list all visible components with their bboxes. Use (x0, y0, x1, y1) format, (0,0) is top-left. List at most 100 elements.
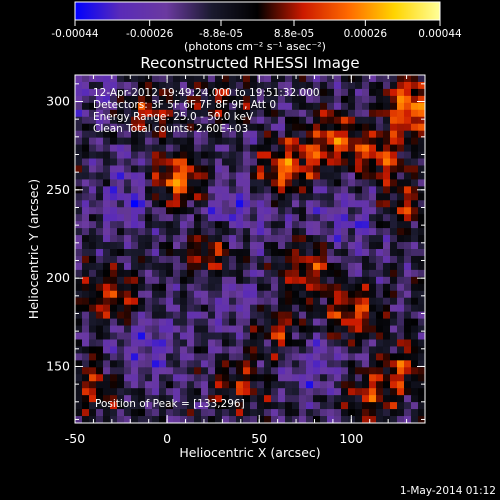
heatmap-cell (194, 228, 202, 236)
heatmap-cell (404, 283, 412, 292)
heatmap-cell (82, 381, 90, 389)
heatmap-cell (362, 255, 370, 264)
heatmap-cell (299, 109, 307, 118)
heatmap-cell (257, 102, 265, 111)
heatmap-cell (313, 346, 321, 354)
heatmap-cell (369, 402, 377, 410)
heatmap-cell (75, 402, 83, 410)
heatmap-cell (75, 339, 83, 348)
heatmap-cell (285, 123, 293, 132)
heatmap-cell (299, 214, 307, 222)
heatmap-cell (369, 353, 377, 361)
heatmap-cell (278, 332, 286, 341)
heatmap-cell (313, 276, 321, 285)
heatmap-cell (278, 88, 286, 97)
heatmap-cell (208, 200, 216, 208)
heatmap-cell (180, 81, 188, 90)
heatmap-cell (306, 88, 314, 97)
heatmap-cell (222, 221, 230, 229)
heatmap-cell (313, 416, 321, 423)
heatmap-cell (376, 395, 384, 403)
heatmap-cell (383, 144, 391, 153)
heatmap-cell (194, 249, 202, 257)
heatmap-cell (208, 402, 216, 410)
heatmap-cell (383, 116, 391, 125)
heatmap-cell (194, 374, 202, 382)
heatmap-cell (173, 242, 181, 250)
heatmap-cell (278, 172, 286, 180)
heatmap-cell (320, 123, 328, 132)
heatmap-cell (110, 304, 118, 313)
heatmap-cell (159, 367, 167, 375)
heatmap-cell (313, 116, 321, 125)
heatmap-cell (320, 374, 328, 382)
heatmap-cell (159, 255, 167, 264)
heatmap-cell (362, 235, 370, 243)
heatmap-cell (110, 367, 118, 375)
heatmap-cell (145, 339, 153, 348)
heatmap-cell (299, 269, 307, 278)
heatmap-cell (117, 75, 125, 83)
heatmap-cell (173, 123, 181, 132)
heatmap-cell (152, 304, 160, 313)
heatmap-cell (82, 367, 90, 375)
heatmap-cell (397, 367, 405, 375)
heatmap-cell (390, 88, 398, 97)
heatmap-cell (376, 158, 384, 167)
heatmap-cell (271, 325, 279, 334)
heatmap-cell (82, 283, 90, 292)
heatmap-cell (96, 388, 104, 396)
heatmap-cell (159, 388, 167, 396)
heatmap-cell (124, 311, 132, 320)
heatmap-cell (103, 102, 111, 111)
heatmap-cell (117, 200, 125, 208)
heatmap-cell (250, 367, 258, 375)
heatmap-cell (285, 374, 293, 382)
heatmap-cell (187, 332, 195, 341)
heatmap-cell (131, 276, 139, 285)
heatmap-cell (110, 144, 118, 153)
heatmap-cell (173, 95, 181, 104)
heatmap-cell (82, 221, 90, 229)
heatmap-cell (236, 388, 244, 396)
heatmap-cell (145, 283, 153, 292)
heatmap-cell (222, 325, 230, 334)
heatmap-cell (208, 311, 216, 320)
heatmap-cell (138, 151, 146, 160)
heatmap-cell (110, 228, 118, 236)
heatmap-cell (313, 228, 321, 236)
heatmap-cell (397, 297, 405, 306)
heatmap-cell (250, 297, 258, 306)
heatmap-cell (173, 249, 181, 257)
heatmap-cell (131, 214, 139, 222)
heatmap-cell (362, 221, 370, 229)
heatmap-cell (257, 290, 265, 299)
heatmap-cell (278, 325, 286, 334)
heatmap-cell (215, 109, 223, 118)
heatmap-cell (299, 102, 307, 111)
heatmap-cell (278, 200, 286, 208)
heatmap-cell (390, 102, 398, 111)
heatmap-cell (138, 137, 146, 146)
heatmap-cell (271, 249, 279, 257)
heatmap-cell (278, 416, 286, 423)
heatmap-cell (418, 207, 425, 215)
heatmap-cell (250, 130, 258, 139)
heatmap-cell (229, 339, 237, 348)
heatmap-cell (250, 360, 258, 368)
heatmap-cell (243, 81, 251, 90)
heatmap-cell (369, 416, 377, 423)
heatmap-cell (187, 102, 195, 111)
heatmap-cell (131, 235, 139, 243)
heatmap-cell (250, 172, 258, 180)
heatmap-cell (257, 304, 265, 313)
heatmap-cell (110, 123, 118, 132)
heatmap-cell (327, 249, 335, 257)
heatmap-cell (215, 186, 223, 194)
heatmap-cell (397, 95, 405, 104)
heatmap-cell (229, 325, 237, 334)
heatmap-cell (341, 137, 349, 146)
heatmap-cell (278, 116, 286, 125)
heatmap-cell (159, 318, 167, 327)
heatmap-cell (320, 346, 328, 354)
